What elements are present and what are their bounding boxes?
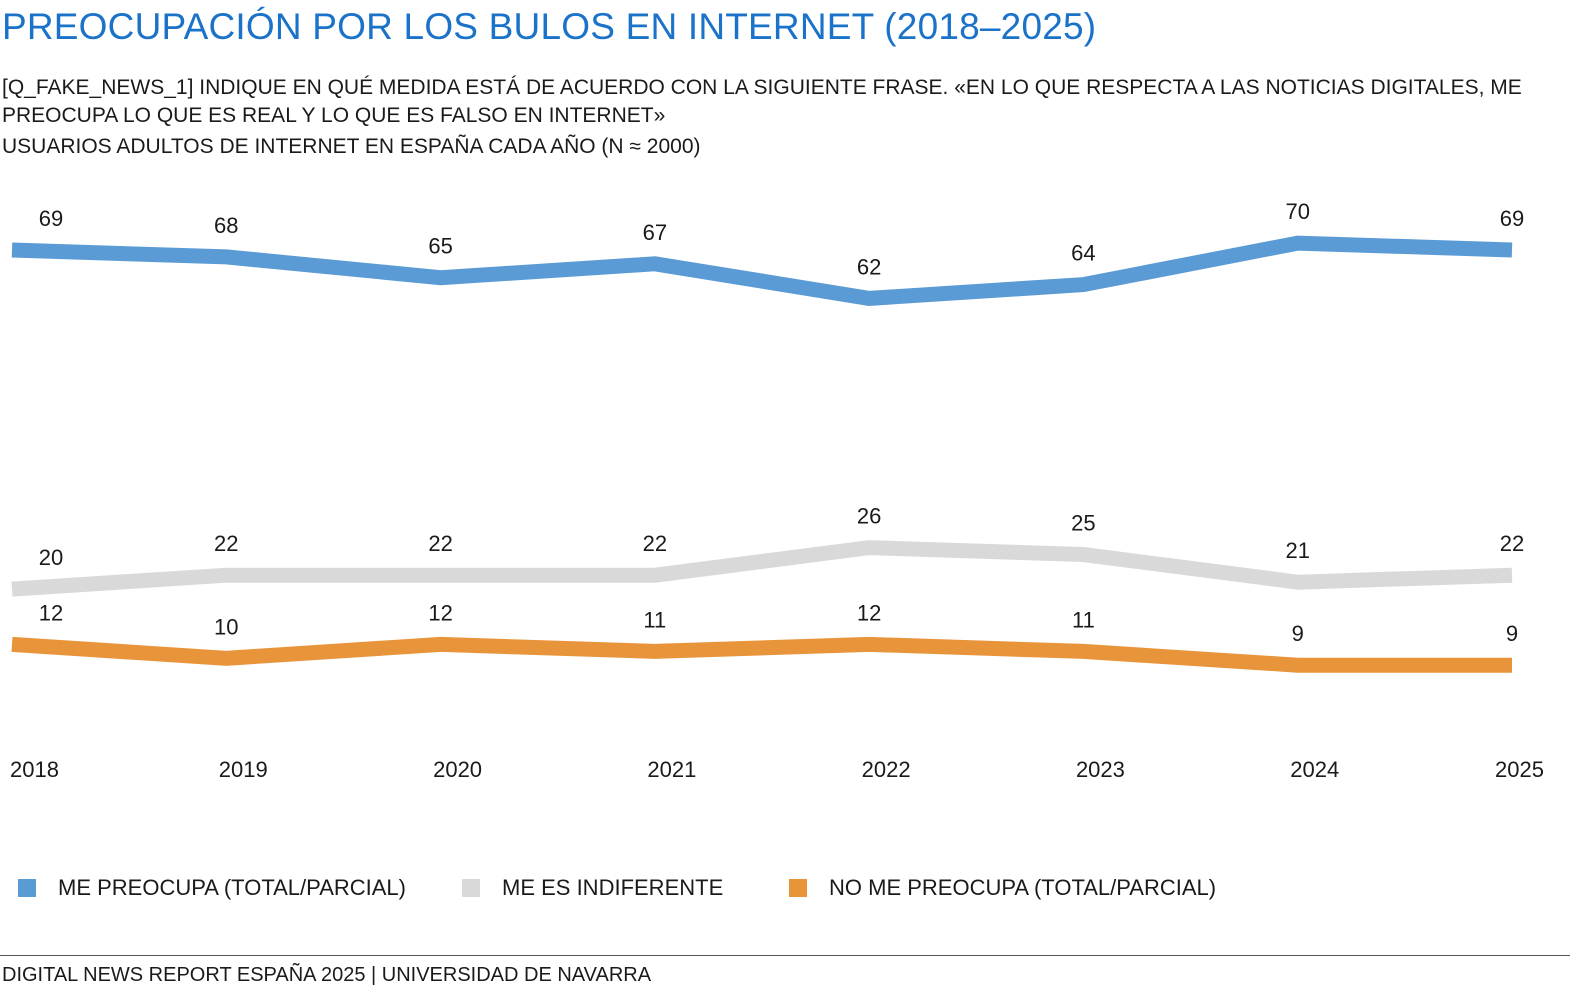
legend-label: ME ES INDIFERENTE bbox=[502, 875, 724, 900]
series-layer bbox=[11, 235, 1513, 673]
data-label: 69 bbox=[1500, 206, 1524, 231]
chart-title: PREOCUPACIÓN POR LOS BULOS EN INTERNET (… bbox=[2, 6, 1097, 47]
legend-item-me-es-indiferente: ME ES INDIFERENTE bbox=[462, 868, 723, 908]
x-tick-label: 2024 bbox=[1290, 757, 1339, 782]
data-label: 12 bbox=[39, 600, 63, 625]
data-label: 25 bbox=[1071, 510, 1095, 535]
data-label: 68 bbox=[214, 213, 238, 238]
series-line-me-es-indiferente bbox=[11, 540, 1513, 597]
series-line-no-me-preocupa-total-parcial bbox=[11, 636, 1512, 673]
legend-item-no-me-preocupa: NO ME PREOCUPA (TOTAL/PARCIAL) bbox=[789, 868, 1216, 908]
x-tick-label: 2020 bbox=[433, 757, 482, 782]
data-label: 22 bbox=[214, 531, 238, 556]
data-label: 26 bbox=[857, 504, 881, 529]
data-label: 9 bbox=[1506, 621, 1518, 646]
x-tick-label: 2025 bbox=[1495, 757, 1544, 782]
x-tick-label: 2018 bbox=[10, 757, 59, 782]
footer-divider bbox=[0, 955, 1570, 956]
legend-label: ME PREOCUPA (TOTAL/PARCIAL) bbox=[58, 875, 406, 900]
x-tick-label: 2022 bbox=[862, 757, 911, 782]
x-tick-label: 2023 bbox=[1076, 757, 1125, 782]
sample-note: USUARIOS ADULTOS DE INTERNET EN ESPAÑA C… bbox=[2, 135, 701, 158]
legend: ME PREOCUPA (TOTAL/PARCIAL) ME ES INDIFE… bbox=[0, 868, 1580, 908]
data-label: 67 bbox=[643, 220, 667, 245]
data-label: 69 bbox=[39, 206, 63, 231]
data-label: 65 bbox=[428, 234, 452, 259]
data-label: 11 bbox=[643, 607, 666, 632]
legend-swatch-me-es-indiferente bbox=[462, 879, 480, 897]
footer-source: DIGITAL NEWS REPORT ESPAÑA 2025 | UNIVER… bbox=[2, 964, 652, 986]
data-label: 22 bbox=[643, 531, 667, 556]
x-axis: 2018 2019 2020 2021 2022 2023 2024 2025 bbox=[10, 757, 1544, 782]
data-label: 21 bbox=[1285, 538, 1309, 563]
data-label: 70 bbox=[1285, 199, 1309, 224]
x-tick-label: 2021 bbox=[647, 757, 696, 782]
data-label: 22 bbox=[1500, 531, 1524, 556]
legend-label: NO ME PREOCUPA (TOTAL/PARCIAL) bbox=[829, 875, 1217, 900]
legend-swatch-me-preocupa bbox=[18, 879, 36, 897]
data-label: 9 bbox=[1292, 621, 1304, 646]
data-label: 12 bbox=[428, 600, 452, 625]
data-label: 22 bbox=[428, 531, 452, 556]
chart-subtitle: [Q_FAKE_NEWS_1] INDIQUE EN QUÉ MEDIDA ES… bbox=[2, 76, 1522, 127]
x-tick-label: 2019 bbox=[219, 757, 268, 782]
data-label: 62 bbox=[857, 254, 881, 279]
data-label: 11 bbox=[1072, 607, 1095, 632]
data-label-layer: 69 68 65 67 62 64 70 69 20 22 22 22 26 25 21 22 12 10 12 11… bbox=[39, 199, 1524, 646]
legend-item-me-preocupa: ME PREOCUPA (TOTAL/PARCIAL) bbox=[18, 868, 406, 908]
data-label: 20 bbox=[39, 545, 63, 570]
data-label: 64 bbox=[1071, 241, 1095, 266]
data-label: 10 bbox=[214, 614, 238, 639]
legend-swatch-no-me-preocupa bbox=[789, 879, 807, 897]
data-label: 12 bbox=[857, 600, 881, 625]
series-line-me-preocupa-total-parcial bbox=[11, 235, 1513, 306]
